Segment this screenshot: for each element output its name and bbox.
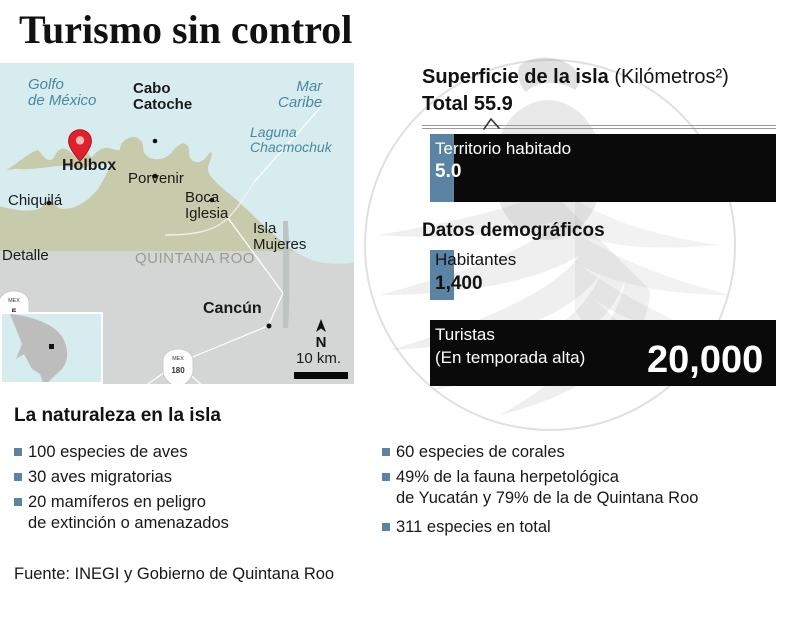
svg-text:N: N <box>316 334 327 351</box>
svg-text:MEX: MEX <box>172 356 184 362</box>
svg-text:MEX: MEX <box>8 298 20 304</box>
svg-text:180: 180 <box>171 366 185 375</box>
